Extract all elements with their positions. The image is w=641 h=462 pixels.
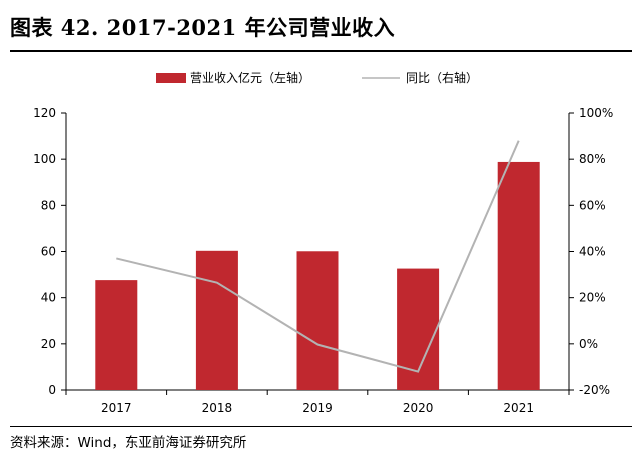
x-tick-label: 2021 <box>503 401 534 415</box>
bar-2019 <box>296 251 339 390</box>
left-tick-label: 80 <box>41 198 56 212</box>
chart-title: 图表 42. 2017-2021 年公司营业收入 <box>10 15 396 40</box>
right-tick-label: 0% <box>579 337 598 351</box>
legend-label-yoy: 同比（右轴） <box>406 70 478 85</box>
left-tick-label: 120 <box>33 106 56 120</box>
right-tick-label: 100% <box>579 106 613 120</box>
legend: 营业收入亿元（左轴） 同比（右轴） <box>156 70 478 85</box>
bar-series-revenue <box>95 161 540 390</box>
legend-label-revenue: 营业收入亿元（左轴） <box>190 70 310 85</box>
x-tick-label: 2018 <box>202 401 233 415</box>
x-tick-label: 2017 <box>101 401 132 415</box>
x-tick-label: 2019 <box>302 401 333 415</box>
right-tick-label: 20% <box>579 291 606 305</box>
left-tick-label: 100 <box>33 152 56 166</box>
left-tick-label: 0 <box>48 383 56 397</box>
bar-2018 <box>195 250 238 390</box>
left-tick-label: 40 <box>41 291 56 305</box>
right-tick-label: 40% <box>579 245 606 259</box>
legend-swatch-revenue <box>156 73 186 83</box>
left-tick-label: 20 <box>41 337 56 351</box>
bar-2017 <box>95 280 138 390</box>
line-series-yoy <box>116 140 520 373</box>
footer-divider <box>10 426 632 427</box>
axes: 0 20 40 60 80 100 120 -20% 0% 20% 40% 60% 80% 100% 201… <box>33 106 613 415</box>
source-note: 资料来源：Wind，东亚前海证券研究所 <box>10 435 247 451</box>
right-tick-label: -20% <box>579 383 610 397</box>
x-tick-label: 2020 <box>403 401 434 415</box>
right-tick-label: 80% <box>579 152 606 166</box>
bar-2021 <box>497 161 540 390</box>
left-tick-label: 60 <box>41 245 56 259</box>
right-tick-label: 60% <box>579 198 606 212</box>
title-divider <box>10 50 632 52</box>
